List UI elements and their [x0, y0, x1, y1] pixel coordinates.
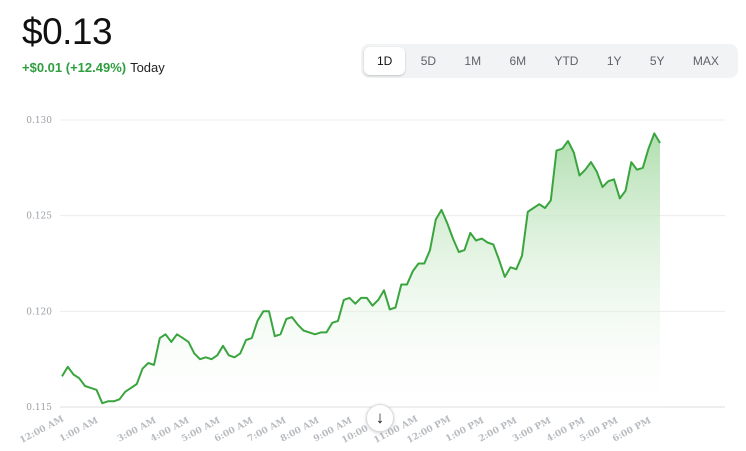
- y-tick-label: 0.120: [26, 307, 52, 317]
- price-change-line: +$0.01 (+12.49%) Today: [22, 60, 165, 76]
- range-tab-5d[interactable]: 5D: [420, 54, 437, 68]
- range-tab-1m[interactable]: 1M: [464, 54, 482, 68]
- range-tab-5y[interactable]: 5Y: [649, 54, 665, 68]
- y-tick-label: 0.130: [26, 116, 52, 126]
- y-tick-label: 0.115: [26, 403, 52, 413]
- range-selector: 1D 5D 1M 6M YTD 1Y 5Y MAX: [361, 44, 738, 78]
- range-tab-ytd[interactable]: YTD: [554, 54, 579, 68]
- price-area: [62, 133, 660, 407]
- y-tick-label: 0.125: [26, 212, 52, 222]
- current-price: $0.13: [22, 11, 113, 52]
- arrow-down-icon: ↓: [375, 408, 385, 427]
- price-change: +$0.01 (+12.49%): [22, 60, 127, 75]
- range-tab-max[interactable]: MAX: [692, 54, 719, 68]
- x-tick-label: 12:00 AM: [18, 414, 66, 446]
- range-tab-1d[interactable]: 1D: [364, 47, 406, 75]
- scroll-down-button[interactable]: ↓: [366, 404, 394, 432]
- change-period: Today: [130, 60, 165, 75]
- x-tick-label: 1:00 AM: [58, 416, 100, 445]
- price-line: [61, 132, 661, 405]
- range-tab-1y[interactable]: 1Y: [606, 54, 622, 68]
- range-tab-6m[interactable]: 6M: [509, 54, 527, 68]
